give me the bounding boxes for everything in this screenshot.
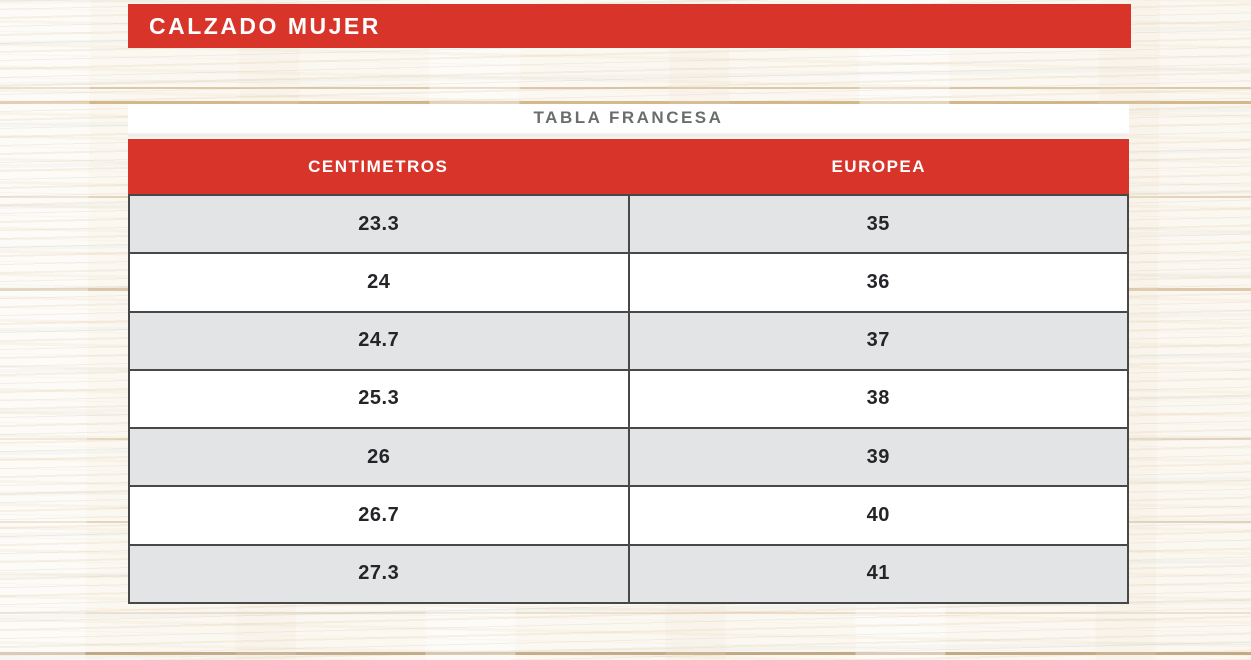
column-header-centimetros: CENTIMETROS [308, 156, 449, 176]
table-row: 24 36 [130, 252, 1127, 311]
cm-cell: 24 [130, 254, 630, 311]
eu-cell: 39 [866, 445, 890, 468]
cm-cell: 26.7 [130, 487, 630, 544]
eu-cell: 35 [866, 212, 890, 235]
table-row: 25.3 38 [130, 368, 1127, 428]
eu-cell: 41 [866, 562, 890, 585]
column-header-europea: EUROPEA [831, 156, 927, 176]
cm-cell: 24.7 [130, 312, 630, 369]
cm-cell: 25.3 [130, 370, 630, 428]
table-row: 26.7 40 [130, 485, 1127, 544]
table-body: 23.3 35 24 36 24.7 37 25.3 38 26 39 26.7… [128, 194, 1129, 604]
table-caption: TABLA FRANCESA [128, 104, 1129, 132]
cm-cell: 26 [130, 429, 630, 486]
size-conversion-table: TABLA FRANCESA CENTIMETROS EUROPEA 23.3 … [128, 104, 1129, 604]
eu-cell: 40 [866, 504, 890, 527]
section-title-banner: CALZADO MUJER [128, 4, 1131, 48]
table-row: 26 39 [130, 427, 1127, 486]
eu-cell: 37 [866, 329, 890, 352]
table-header-row: CENTIMETROS EUROPEA [128, 139, 1129, 194]
cm-cell: 27.3 [130, 545, 630, 602]
eu-cell: 38 [866, 387, 890, 410]
table-row: 24.7 37 [130, 310, 1127, 369]
section-title: CALZADO MUJER [149, 12, 381, 39]
caption-divider [128, 132, 1129, 139]
eu-cell: 36 [866, 270, 890, 293]
table-row: 27.3 41 [130, 543, 1127, 602]
cm-cell: 23.3 [130, 196, 630, 253]
table-row: 23.3 35 [130, 196, 1127, 253]
